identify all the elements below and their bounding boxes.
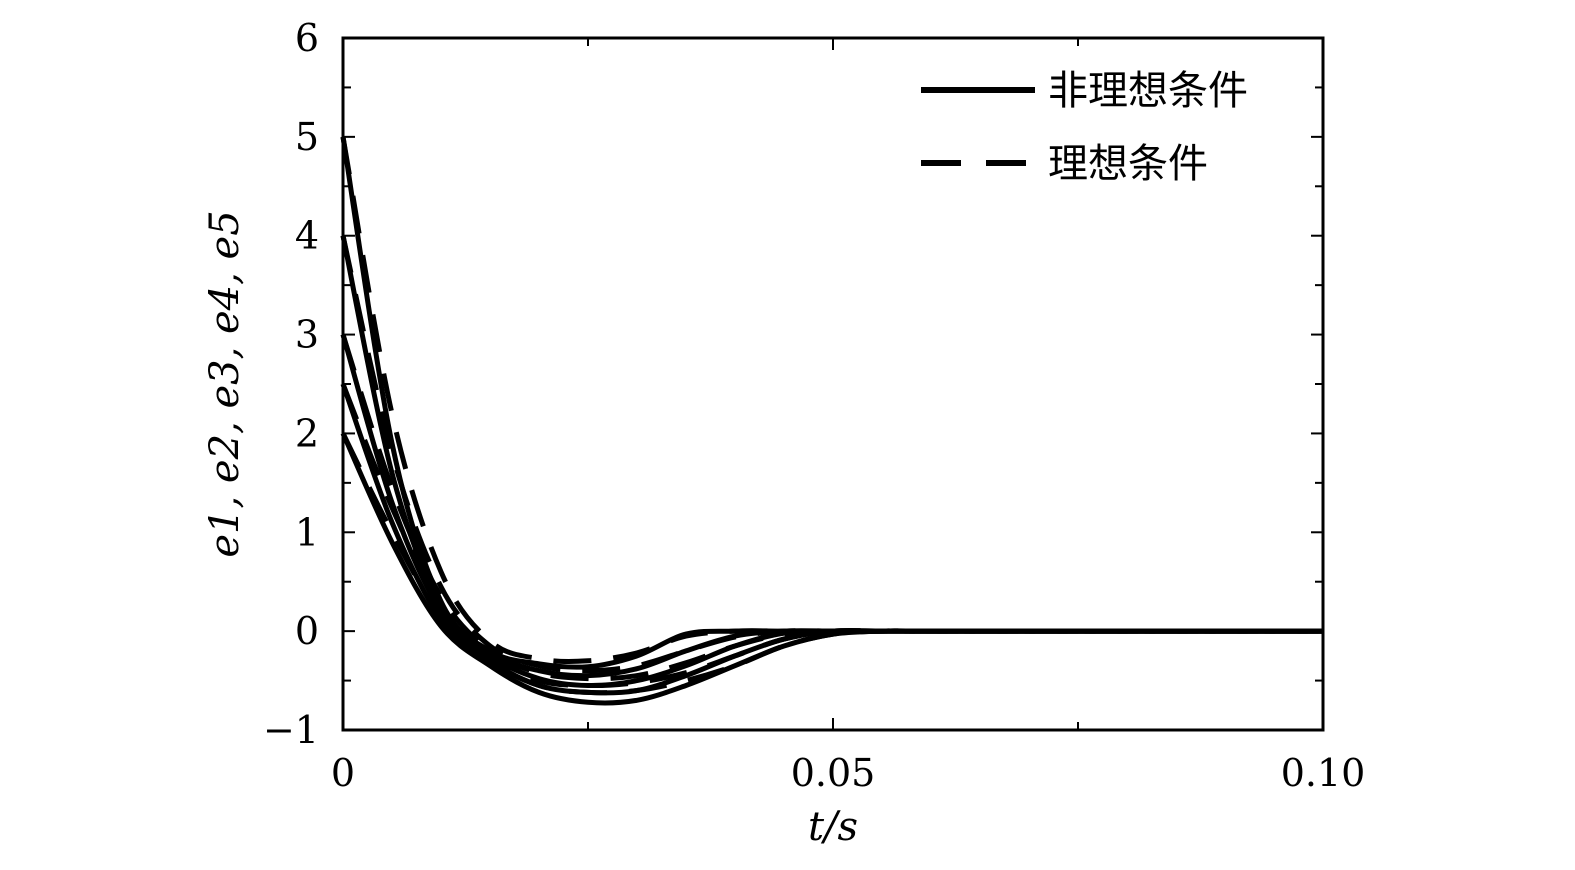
legend: 非理想条件 理想条件 — [921, 68, 1248, 187]
series-line-nonideal-2 — [340, 235, 1323, 679]
y-tick-label: 6 — [295, 16, 319, 60]
x-ticks: 0 0.05 0.10 — [331, 38, 1365, 795]
series-line-nonideal-1 — [340, 136, 1323, 670]
x-axis-label: t/s — [808, 804, 858, 850]
y-axis-label: e1, e2, e3, e4, e5 — [202, 210, 248, 557]
y-tick-label: 2 — [295, 411, 319, 455]
x-tick-label: 0 — [331, 751, 355, 795]
y-tick-label: −1 — [263, 708, 319, 752]
x-tick-label: 0.10 — [1281, 751, 1366, 795]
y-tick-label: 0 — [295, 609, 319, 653]
x-tick-label: 0.05 — [791, 751, 876, 795]
series-line-ideal-3 — [340, 333, 1323, 682]
legend-label-nonideal: 非理想条件 — [1048, 68, 1248, 114]
series-line-ideal-2 — [340, 235, 1323, 674]
y-tick-label: 3 — [295, 313, 319, 357]
y-tick-label: 1 — [295, 510, 319, 554]
series-line-ideal-5 — [340, 432, 1323, 696]
y-tick-label: 5 — [295, 115, 319, 159]
legend-label-ideal: 理想条件 — [1048, 141, 1208, 187]
series-line-ideal-1 — [340, 136, 1323, 664]
series-layer — [340, 136, 1323, 706]
y-ticks: −1 0 1 2 3 4 5 6 — [263, 16, 1323, 752]
y-tick-label: 4 — [295, 214, 319, 258]
series-line-ideal-4 — [340, 383, 1323, 689]
